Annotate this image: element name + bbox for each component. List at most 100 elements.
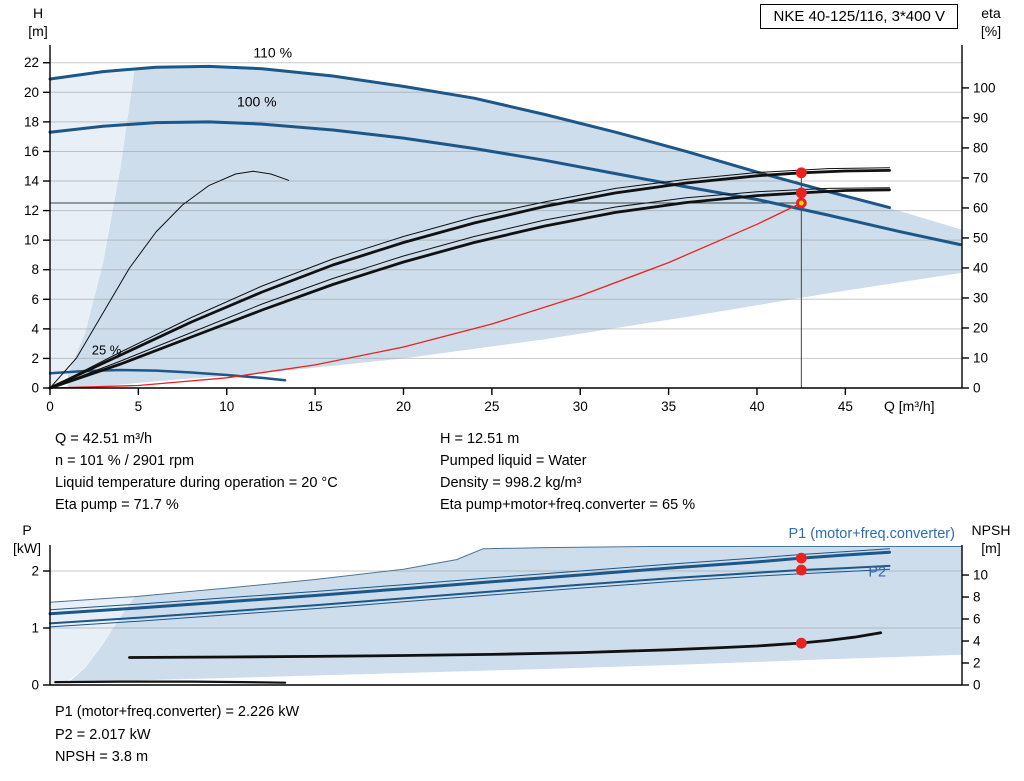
eta-pump-curve bbox=[48, 168, 891, 390]
tick-label: 100 bbox=[973, 80, 996, 95]
tick-label: 22 bbox=[24, 55, 39, 70]
readout-liquid: Pumped liquid = Water bbox=[440, 453, 587, 469]
tick-label: 20 bbox=[973, 320, 988, 335]
power-npsh-chart: 0 1 2 0 2 4 6 8 10 P1 (motor+freq.converter) P2 bbox=[31, 526, 988, 693]
duty-readout-left: Q = 42.51 m³/h n = 101 % / 2901 rpm Liqu… bbox=[55, 428, 338, 516]
speed-curve-100pct bbox=[48, 120, 962, 247]
tick-label: 0 bbox=[46, 399, 54, 414]
low-flow-region bbox=[50, 67, 135, 389]
pump-type-box: NKE 40-125/116, 3*400 V bbox=[760, 4, 958, 29]
p-axis-label: P [kW] bbox=[2, 521, 52, 557]
tick-label: 0 bbox=[31, 381, 39, 396]
readout-head: H = 12.51 m bbox=[440, 431, 520, 447]
tick-label: 35 bbox=[661, 399, 676, 414]
tick-label: 0 bbox=[973, 381, 981, 396]
tick-label: 6 bbox=[31, 292, 39, 307]
tick-label: 10 bbox=[973, 568, 988, 583]
readout-p1: P1 (motor+freq.converter) = 2.226 kW bbox=[55, 704, 300, 720]
tick-label: 10 bbox=[24, 233, 39, 248]
curve-label: 25 % bbox=[92, 343, 122, 358]
tick-label: 4 bbox=[973, 634, 981, 649]
tick-label: 18 bbox=[24, 114, 39, 129]
p2-lower-line bbox=[49, 568, 890, 628]
readout-p2: P2 = 2.017 kW bbox=[55, 726, 151, 743]
p1-curve bbox=[48, 550, 891, 616]
readout-npsh: NPSH = 3.8 m bbox=[55, 749, 149, 765]
eta-axis-unit: [%] bbox=[980, 23, 1002, 39]
tick-label: 40 bbox=[749, 399, 764, 414]
h-axis-name: H bbox=[32, 5, 44, 21]
tick-label: 8 bbox=[973, 590, 981, 605]
readout-density: Density = 998.2 kg/m³ bbox=[440, 475, 582, 491]
readout-q: Q = 42.51 m³/h bbox=[55, 431, 153, 447]
readout-eta-pump: Eta pump = 71.7 % bbox=[55, 497, 179, 513]
readout-eta-total: Eta pump+motor+freq.converter = 65 % bbox=[440, 497, 696, 513]
power-envelope bbox=[67, 546, 962, 684]
tick-label: 25 bbox=[484, 399, 499, 414]
tick-label: 70 bbox=[973, 170, 988, 185]
duty-readout-right: H = 12.51 m Pumped liquid = Water Densit… bbox=[440, 428, 695, 516]
npsh-axis-unit: [m] bbox=[981, 540, 1001, 556]
tick-label: 4 bbox=[31, 321, 39, 336]
tick-label: 50 bbox=[973, 230, 988, 245]
tick-label: 80 bbox=[973, 140, 988, 155]
tick-label: 5 bbox=[135, 399, 143, 414]
npsh-curve bbox=[128, 631, 883, 659]
tick-label: 20 bbox=[396, 399, 411, 414]
eta-axis-label: eta [%] bbox=[962, 4, 1020, 40]
speed-curve-110pct bbox=[48, 64, 891, 210]
eta-total-upper bbox=[49, 187, 890, 389]
tick-label: 30 bbox=[573, 399, 588, 414]
p-axis-name: P bbox=[22, 522, 32, 538]
system-curve bbox=[49, 202, 802, 389]
p2-25pct-curve bbox=[54, 680, 287, 684]
duty-point-marker-center bbox=[798, 200, 804, 206]
tick-label: 1 bbox=[31, 620, 39, 635]
tick-label: 60 bbox=[973, 200, 988, 215]
q-axis-label: Q [m³/h] bbox=[884, 398, 935, 414]
npsh-axis-name: NPSH bbox=[971, 522, 1011, 538]
readout-speed: n = 101 % / 2901 rpm bbox=[55, 453, 195, 469]
h-axis-label: H [m] bbox=[14, 4, 62, 40]
head-flow-chart: 0246810121416182022010203040506070809010… bbox=[24, 45, 996, 414]
power-readout: P1 (motor+freq.converter) = 2.226 kW P2 … bbox=[55, 701, 299, 769]
tick-label: 90 bbox=[973, 110, 988, 125]
duty-point-marker bbox=[795, 637, 807, 649]
duty-point-marker bbox=[795, 564, 807, 576]
curve-label: 110 % bbox=[253, 45, 292, 61]
p1-upper-line bbox=[49, 548, 890, 611]
tick-label: 10 bbox=[973, 350, 988, 365]
tick-label: 40 bbox=[973, 260, 988, 275]
tick-label: 2 bbox=[973, 656, 981, 671]
tick-label: 10 bbox=[219, 399, 234, 414]
eta-axis-name: eta bbox=[981, 5, 1001, 21]
speed-curve-25pct bbox=[48, 368, 287, 382]
tick-label: 12 bbox=[24, 203, 39, 218]
duty-point-marker bbox=[795, 187, 807, 199]
tick-label: 8 bbox=[31, 262, 39, 277]
p2-curve bbox=[49, 564, 891, 625]
eta-curve-25pct bbox=[49, 170, 290, 389]
eta-pump-upper bbox=[49, 167, 890, 389]
tick-label: 0 bbox=[31, 678, 39, 693]
power-envelope-top-line bbox=[49, 546, 963, 603]
tick-label: 14 bbox=[24, 174, 40, 189]
eta-total-curve bbox=[48, 188, 891, 390]
tick-label: 6 bbox=[973, 612, 981, 627]
curve-label: P1 (motor+freq.converter) bbox=[789, 526, 955, 542]
p-axis-unit: [kW] bbox=[13, 540, 41, 556]
tick-label: 16 bbox=[24, 144, 39, 159]
tick-label: 15 bbox=[308, 399, 323, 414]
tick-label: 0 bbox=[973, 678, 981, 693]
npsh-axis-label: NPSH [m] bbox=[960, 521, 1022, 557]
tick-label: 20 bbox=[24, 85, 39, 100]
tick-label: 45 bbox=[838, 399, 853, 414]
tick-label: 2 bbox=[31, 563, 39, 578]
duty-point-marker bbox=[795, 167, 807, 179]
h-axis-unit: [m] bbox=[28, 23, 48, 39]
curve-label: P2 bbox=[868, 565, 886, 581]
curve-label: 100 % bbox=[237, 93, 277, 109]
readout-temperature: Liquid temperature during operation = 20… bbox=[55, 475, 338, 491]
tick-label: 30 bbox=[973, 290, 988, 305]
